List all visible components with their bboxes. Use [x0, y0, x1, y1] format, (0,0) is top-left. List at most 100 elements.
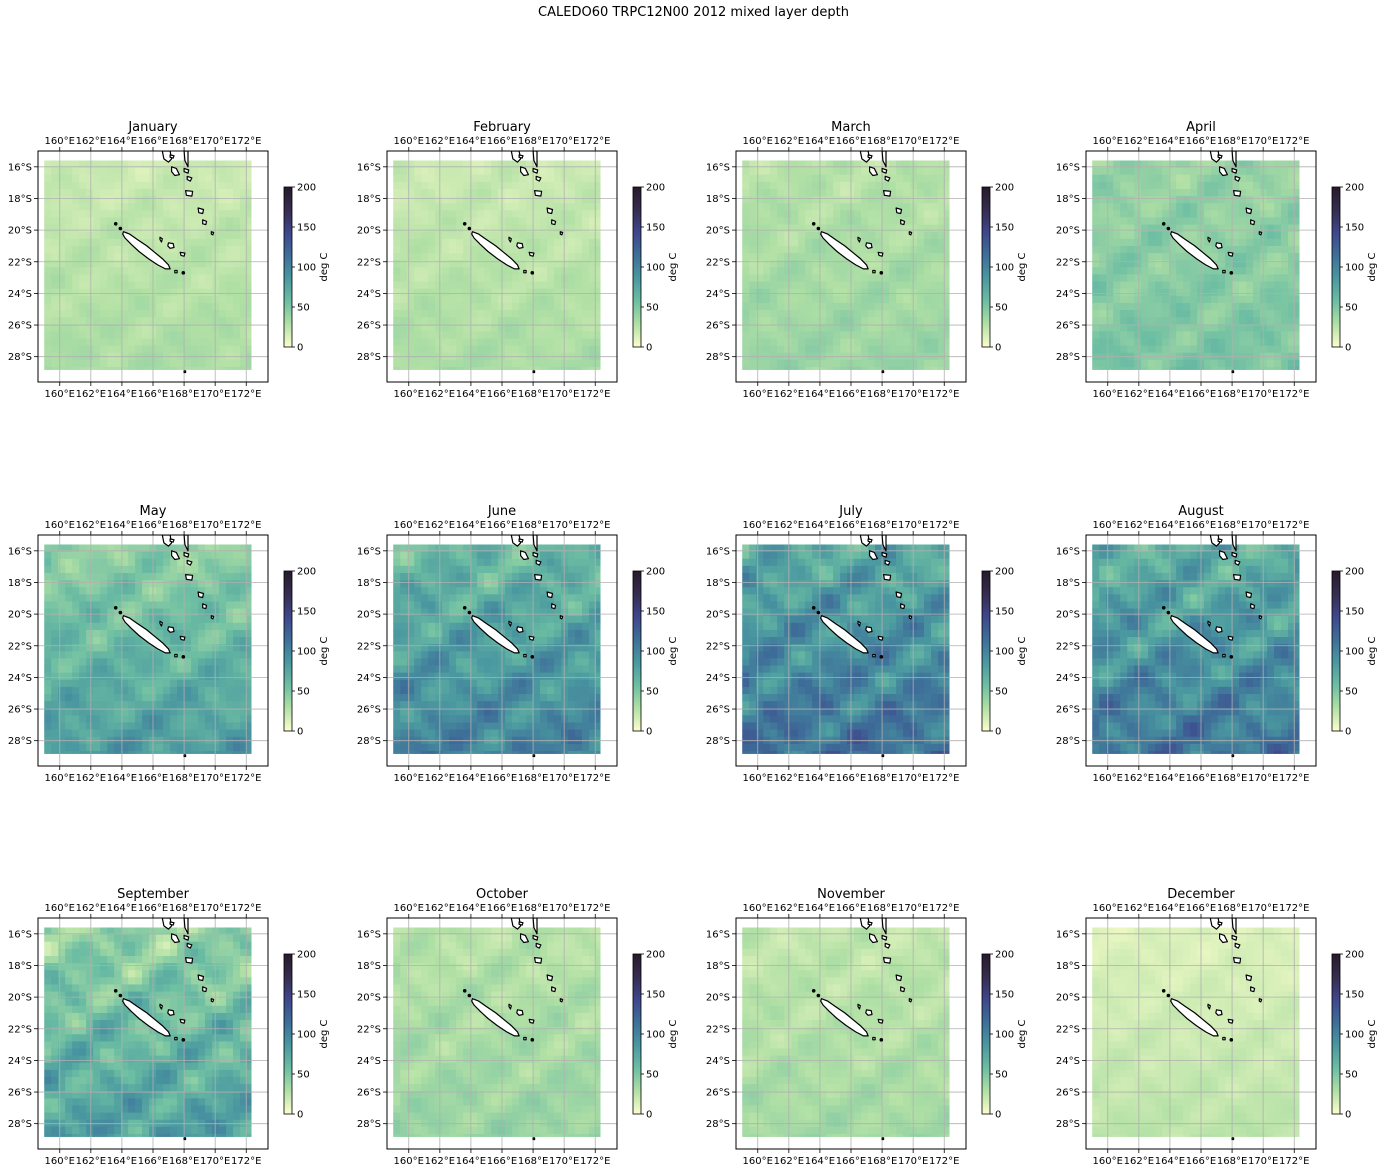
lon-tick-label: 170°E — [200, 389, 230, 400]
lat-tick-label: 28°S — [8, 352, 32, 363]
lat-tick-label: 18°S — [706, 578, 730, 589]
colorbar-tick-label: 150 — [646, 607, 665, 618]
colorbar-tick-label: 50 — [646, 687, 659, 698]
lon-tick-label: 168°E — [867, 520, 897, 531]
lon-tick-label: 166°E — [1186, 773, 1216, 784]
colorbar-ramp — [632, 186, 642, 348]
lon-tick-label: 160°E — [1093, 136, 1123, 147]
coastline — [1161, 535, 1263, 758]
lon-tick-label: 166°E — [1186, 136, 1216, 147]
mld-field — [393, 160, 601, 370]
panel-title: November — [817, 887, 885, 902]
lon-tick-label: 168°E — [867, 136, 897, 147]
gridlines — [736, 151, 966, 382]
lat-tick-label: 22°S — [706, 257, 730, 268]
lon-tick-label: 166°E — [138, 136, 168, 147]
lon-tick-label: 170°E — [898, 903, 928, 914]
colorbar-tick-label: 200 — [1345, 950, 1364, 961]
lon-tick-label: 170°E — [200, 136, 230, 147]
colorbar-tick-label: 200 — [995, 950, 1014, 961]
lat-tick-label: 22°S — [1056, 1024, 1080, 1035]
lon-tick-label: 172°E — [1279, 903, 1309, 914]
lon-tick-label: 172°E — [1279, 389, 1309, 400]
colorbar-label: deg C — [1367, 252, 1378, 281]
lon-tick-label: 170°E — [549, 773, 579, 784]
lon-tick-label: 170°E — [1248, 136, 1278, 147]
lon-tick-label: 160°E — [394, 773, 424, 784]
panel-title: February — [473, 120, 531, 135]
lon-tick-label: 172°E — [929, 389, 959, 400]
colorbar-tick-label: 200 — [646, 567, 665, 578]
colorbar-ramp — [981, 570, 991, 732]
map-panel-september: September160°E160°E162°E162°E164°E164°E1… — [8, 887, 330, 1167]
lon-tick-label: 160°E — [1093, 520, 1123, 531]
lon-tick-label: 160°E — [45, 520, 75, 531]
map-panel-may: May160°E160°E162°E162°E164°E164°E166°E16… — [8, 504, 330, 784]
colorbar-tick-label: 50 — [646, 303, 659, 314]
lon-tick-label: 166°E — [138, 520, 168, 531]
lat-tick-label: 20°S — [706, 993, 730, 1004]
lon-tick-label: 164°E — [456, 903, 486, 914]
colorbar-label: deg C — [668, 252, 679, 281]
lon-tick-label: 172°E — [231, 136, 261, 147]
colorbar-tick-label: 100 — [646, 647, 665, 658]
lat-tick-label: 24°S — [8, 673, 32, 684]
colorbar-tick-label: 50 — [995, 687, 1008, 698]
colorbar: 0 50 100 150 200 deg C — [981, 183, 1028, 354]
lat-tick-label: 18°S — [706, 961, 730, 972]
lon-tick-label: 168°E — [867, 389, 897, 400]
panel-title: August — [1178, 504, 1224, 519]
lon-tick-label: 170°E — [200, 903, 230, 914]
lat-tick-label: 26°S — [8, 1088, 32, 1099]
map-panel-august: August160°E160°E162°E162°E164°E164°E166°… — [1056, 504, 1378, 784]
lon-tick-label: 162°E — [425, 1156, 455, 1167]
lon-tick-label: 168°E — [867, 773, 897, 784]
lat-tick-label: 28°S — [357, 1119, 381, 1130]
colorbar-tick-label: 150 — [995, 990, 1014, 1001]
lat-tick-label: 26°S — [1056, 321, 1080, 332]
colorbar: 0 50 100 150 200 deg C — [283, 567, 330, 738]
lat-tick-label: 16°S — [706, 162, 730, 173]
lon-tick-label: 168°E — [518, 389, 548, 400]
colorbar-tick-label: 100 — [646, 263, 665, 274]
colorbar-tick-label: 50 — [297, 1070, 310, 1081]
lon-tick-label: 160°E — [394, 1156, 424, 1167]
panel-title: December — [1167, 887, 1235, 902]
lon-tick-label: 168°E — [518, 520, 548, 531]
lat-tick-label: 20°S — [357, 226, 381, 237]
lon-tick-label: 162°E — [76, 389, 106, 400]
lon-tick-label: 160°E — [45, 1156, 75, 1167]
colorbar-tick-label: 150 — [1345, 990, 1364, 1001]
colorbar-ramp — [981, 953, 991, 1115]
lat-tick-label: 22°S — [357, 641, 381, 652]
colorbar-tick-label: 50 — [1345, 303, 1358, 314]
colorbar-tick-label: 0 — [1345, 727, 1351, 738]
lat-tick-label: 26°S — [706, 705, 730, 716]
lat-tick-label: 18°S — [8, 961, 32, 972]
colorbar: 0 50 100 150 200 deg C — [632, 183, 679, 354]
lat-tick-label: 20°S — [357, 610, 381, 621]
coastline — [1161, 151, 1263, 374]
colorbar-tick-label: 50 — [1345, 687, 1358, 698]
coastline — [462, 151, 564, 374]
lon-tick-label: 166°E — [836, 903, 866, 914]
lon-tick-label: 162°E — [774, 389, 804, 400]
coastline — [462, 535, 564, 758]
panel-title: March — [831, 120, 871, 135]
lon-tick-label: 164°E — [1155, 773, 1185, 784]
mld-field — [742, 160, 950, 370]
lat-tick-label: 18°S — [8, 578, 32, 589]
lon-tick-label: 166°E — [138, 773, 168, 784]
lon-tick-label: 162°E — [425, 136, 455, 147]
lat-tick-label: 22°S — [8, 641, 32, 652]
mld-field — [44, 927, 252, 1137]
lon-tick-label: 172°E — [1279, 1156, 1309, 1167]
gridlines — [1086, 151, 1316, 382]
lat-tick-label: 20°S — [1056, 226, 1080, 237]
lon-tick-label: 160°E — [743, 389, 773, 400]
lat-tick-label: 28°S — [1056, 1119, 1080, 1130]
lon-tick-label: 170°E — [549, 520, 579, 531]
lat-tick-label: 18°S — [1056, 194, 1080, 205]
mld-field — [742, 544, 950, 754]
lat-tick-label: 16°S — [357, 929, 381, 940]
